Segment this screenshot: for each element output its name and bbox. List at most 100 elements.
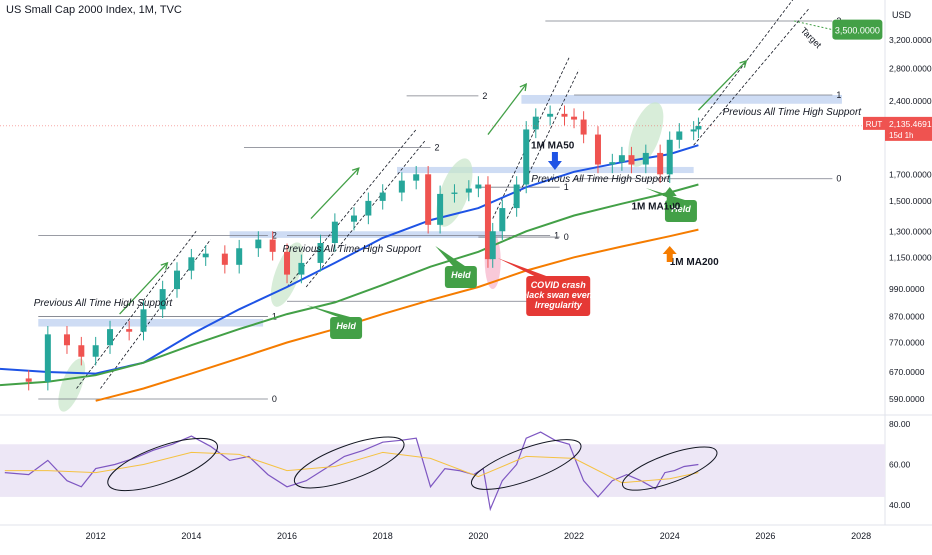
price-candle	[331, 221, 338, 244]
rsi-highlight-ellipse	[107, 437, 218, 492]
target-value: 3,500.0000	[835, 26, 880, 36]
price-tick-label: 990.0000	[889, 284, 925, 294]
price-candle	[609, 162, 616, 165]
support-label: Previous All Time High Support	[34, 298, 174, 309]
time-tick-label: 2020	[468, 531, 488, 541]
highlight-ellipse	[628, 102, 664, 167]
price-tick-label: 1,500.0000	[889, 196, 932, 206]
trend-arrow-head	[519, 83, 528, 92]
price-candle	[465, 188, 472, 193]
price-candle	[547, 113, 554, 117]
support-zone	[397, 166, 694, 174]
fib-level-label: 2	[272, 230, 277, 240]
price-candle	[628, 155, 635, 165]
price-candle	[523, 129, 530, 185]
channel-line	[698, 0, 794, 125]
covid-callout-pointer	[497, 258, 547, 276]
price-tick-label: 2,400.0000	[889, 96, 932, 106]
price-candle	[451, 192, 458, 194]
fib-level-label: 1	[554, 230, 559, 240]
price-candle	[269, 239, 276, 252]
price-tick-label: 1,700.0000	[889, 169, 932, 179]
price-tick-label: 590.0000	[889, 394, 925, 404]
price-candle	[159, 289, 166, 310]
price-candle	[107, 329, 114, 346]
ma200-label: 1M MA200	[670, 257, 719, 268]
price-candle	[25, 378, 32, 382]
held-callout-text: Held	[671, 204, 691, 214]
covid-callout-text: COVID crash	[531, 280, 587, 290]
fib-level-label: 1	[272, 312, 277, 322]
ma100-arrow-head	[662, 187, 677, 196]
price-tick-label: 670.0000	[889, 367, 925, 377]
channel-line	[76, 231, 197, 389]
ma200-arrow-head	[662, 246, 677, 254]
fib-level-label: 0	[836, 174, 841, 184]
fib-level-label: 1	[564, 182, 569, 192]
trend-arrow-head	[739, 59, 748, 68]
price-candle	[676, 131, 683, 140]
ma50-arrow-head	[547, 161, 562, 170]
rsi-band	[0, 444, 885, 497]
fib-level-label: 1	[836, 90, 841, 100]
held-callout-pointer	[435, 246, 465, 266]
price-candle	[202, 253, 209, 258]
price-candle	[398, 180, 405, 193]
held-callout-text: Held	[336, 321, 356, 331]
price-candle	[298, 262, 305, 275]
currency-label: USD	[892, 10, 912, 20]
price-candle	[484, 184, 491, 260]
support-zone	[229, 231, 503, 238]
price-candle	[532, 116, 539, 130]
held-callout-text: Held	[451, 270, 471, 280]
support-label: Previous All Time High Support	[531, 174, 671, 185]
last-price-tag	[885, 116, 932, 141]
time-tick-label: 2012	[86, 531, 106, 541]
time-tick-label: 2026	[755, 531, 775, 541]
price-candle	[188, 257, 195, 271]
price-candle	[236, 248, 243, 265]
price-candle	[594, 134, 601, 165]
price-candle	[475, 184, 482, 189]
ma200-line	[95, 228, 699, 402]
trend-arrow	[119, 262, 168, 315]
held-callout	[330, 317, 363, 339]
time-tick-label: 2028	[851, 531, 871, 541]
price-candle	[657, 152, 664, 175]
fib-level-label: 0	[564, 232, 569, 242]
support-label: Previous All Time High Support	[723, 107, 863, 118]
price-candle	[666, 139, 673, 175]
price-candle	[284, 251, 291, 275]
ma50-arrow	[551, 152, 558, 162]
covid-callout	[526, 276, 591, 316]
price-candle	[126, 329, 133, 332]
price-tick-label: 2,800.0000	[889, 63, 932, 73]
ma100-line	[0, 183, 699, 387]
rsi-tick-label: 80.00	[889, 419, 911, 429]
last-price-value: 2,135.4691	[889, 119, 932, 129]
price-candle	[140, 309, 147, 332]
covid-callout-text: black swan event	[521, 290, 596, 300]
ma200-arrow	[666, 254, 673, 262]
time-tick-label: 2016	[277, 531, 297, 541]
price-candle	[690, 129, 697, 132]
price-candle	[351, 215, 357, 222]
price-candle	[580, 119, 587, 135]
trend-arrow-head	[351, 167, 360, 176]
support-zone	[38, 318, 264, 327]
rsi-tick-label: 60.00	[889, 460, 911, 470]
held-callout	[444, 266, 477, 288]
highlight-ellipse	[58, 358, 86, 412]
price-candle	[571, 116, 578, 120]
time-tick-label: 2018	[373, 531, 393, 541]
price-candle	[413, 174, 420, 181]
time-tick-label: 2024	[660, 531, 680, 541]
trend-arrow	[310, 167, 360, 220]
price-candle	[695, 125, 702, 130]
fib-level-label: 2	[482, 91, 487, 101]
fib-level-label: 0	[272, 394, 277, 404]
price-candle	[499, 208, 506, 232]
target-box	[832, 19, 883, 40]
price-tick-label: 770.0000	[889, 337, 925, 347]
